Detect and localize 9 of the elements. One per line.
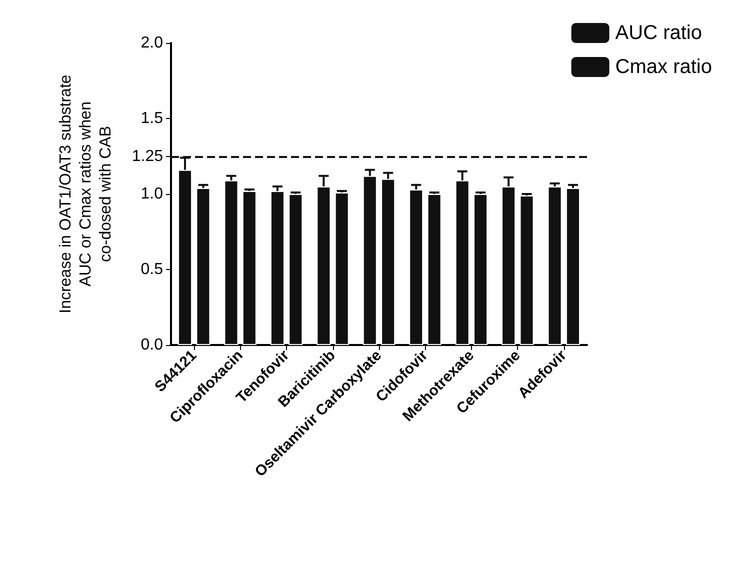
y-tick-label: 1.5 [140,110,164,127]
y-tick-label: 0.0 [140,336,164,354]
y-tick-label: 1.25 [132,148,164,165]
y-axis-title: Increase in OAT1/OAT3 substrate AUC or Cmax ratios when co-dosed with CAB [58,74,114,314]
y-tick-label: 2.0 [140,34,164,52]
y-tick-label: 1.0 [140,186,164,202]
y-tick-label: 0.5 [140,261,164,278]
legend-label: AUC ratio [615,22,702,44]
legend-label: Cmax ratio [615,56,712,78]
